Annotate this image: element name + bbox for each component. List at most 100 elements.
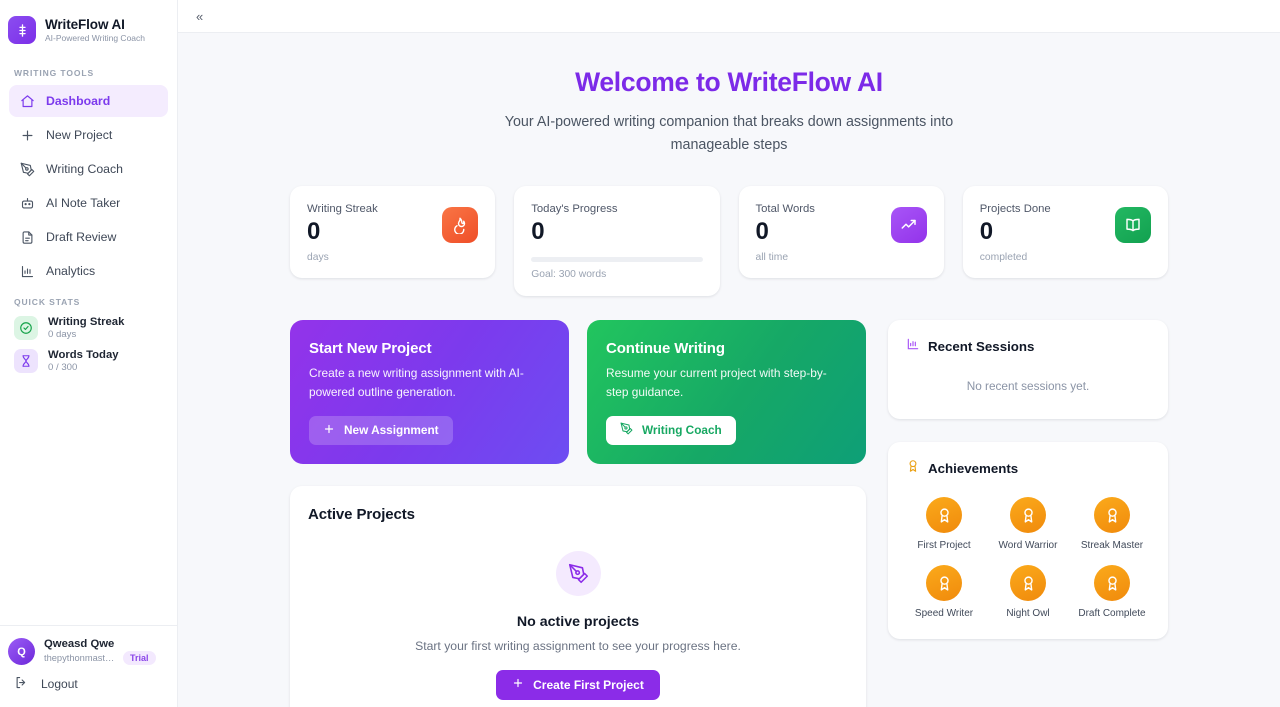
stat-sub: Goal: 300 words	[531, 268, 607, 280]
action-card-description: Resume your current project with step-by…	[606, 366, 827, 400]
double-chevron-left-icon[interactable]: «	[196, 8, 204, 24]
award-icon	[1010, 565, 1046, 602]
quick-stat-value: 0 days	[48, 329, 77, 340]
recent-sessions-panel: Recent Sessions No recent sessions yet.	[888, 320, 1168, 420]
empty-state-description: Start your first writing assignment to s…	[415, 638, 741, 653]
stat-label: Projects Done	[979, 203, 1051, 216]
document-icon	[19, 229, 35, 245]
check-circle-icon	[14, 316, 38, 340]
achievement-label: Speed Writer	[914, 608, 974, 620]
stat-sub: all time	[755, 251, 789, 263]
achievement-item[interactable]: Word Warrior	[986, 497, 1070, 551]
stat-label: Writing Streak	[307, 203, 378, 216]
user-row[interactable]: Q Qweasd Qwe thepythonmaster... Trial	[8, 638, 169, 665]
plus-icon	[512, 677, 524, 692]
action-button-label: Writing Coach	[642, 423, 722, 438]
section-label-writing-tools: WRITING TOOLS	[14, 68, 95, 78]
page-title: Welcome to WriteFlow AI	[575, 67, 883, 97]
home-icon	[19, 93, 35, 109]
welcome-header: Welcome to WriteFlow AI Your AI-powered …	[290, 33, 1168, 157]
active-projects-panel: Active Projects No active projects Start…	[290, 485, 866, 707]
sidebar-item-dashboard[interactable]: Dashboard	[9, 85, 168, 117]
stat-label: Total Words	[755, 203, 815, 216]
action-card-start-new-project[interactable]: Start New Project Create a new writing a…	[290, 320, 569, 464]
stat-value: 0	[979, 218, 994, 246]
trending-up-icon	[890, 207, 927, 244]
achievement-label: Streak Master	[1080, 540, 1144, 552]
stat-value: 0	[755, 218, 769, 246]
stat-sub: days	[307, 251, 329, 263]
writing-coach-button[interactable]: Writing Coach	[606, 415, 736, 445]
sidebar-item-analytics[interactable]: Analytics	[9, 255, 168, 287]
sidebar-item-writing-coach[interactable]: Writing Coach	[9, 153, 168, 185]
brand-title: WriteFlow AI	[45, 17, 125, 32]
create-first-project-button[interactable]: Create First Project	[496, 669, 660, 700]
quick-stat-title: Words Today	[48, 349, 119, 361]
achievement-item[interactable]: First Project	[902, 497, 986, 551]
action-button-label: New Assignment	[344, 423, 439, 438]
right-column: Recent Sessions No recent sessions yet. …	[888, 320, 1168, 640]
pen-nib-logo-icon	[8, 16, 36, 44]
action-card-description: Create a new writing assignment with AI-…	[309, 366, 524, 400]
sidebar-item-label: Dashboard	[46, 94, 111, 108]
user-name: Qweasd Qwe	[44, 638, 115, 650]
quick-stats-list: Writing Streak 0 days Words Today 0 / 30…	[0, 316, 177, 373]
main-grid: Start New Project Create a new writing a…	[290, 320, 1168, 707]
user-block: Q Qweasd Qwe thepythonmaster... Trial Lo…	[0, 625, 177, 707]
action-cards-row: Start New Project Create a new writing a…	[290, 320, 866, 464]
sidebar: WriteFlow AI AI-Powered Writing Coach WR…	[0, 0, 178, 707]
logout-icon	[14, 675, 29, 693]
main-area: « Welcome to WriteFlow AI Your AI-powere…	[178, 0, 1280, 707]
achievement-label: Night Owl	[1006, 608, 1050, 620]
status-badge: Trial	[123, 651, 156, 665]
sidebar-nav: Dashboard New Project Writing Coach AI N…	[0, 85, 177, 287]
logout-button[interactable]: Logout	[8, 665, 169, 699]
plus-icon	[323, 423, 335, 438]
sidebar-item-label: Analytics	[46, 264, 96, 278]
stat-card-total-words: Total Words 0 all time	[738, 186, 944, 279]
active-projects-empty-state: No active projects Start your first writ…	[308, 523, 848, 700]
left-column: Start New Project Create a new writing a…	[290, 320, 866, 707]
section-label-quick-stats: QUICK STATS	[14, 297, 81, 307]
recent-sessions-empty-text: No recent sessions yet.	[966, 379, 1090, 394]
achievements-grid: First Project Word Warrior Streak Master	[888, 478, 1168, 639]
award-icon	[1010, 497, 1046, 534]
pen-tool-icon	[555, 550, 601, 596]
cta-label: Create First Project	[533, 677, 644, 692]
flame-icon	[442, 207, 479, 244]
achievement-label: Draft Complete	[1078, 608, 1146, 620]
brand: WriteFlow AI AI-Powered Writing Coach	[0, 0, 177, 58]
plus-icon	[19, 127, 35, 143]
bar-chart-icon	[19, 263, 35, 279]
user-email: thepythonmaster...	[44, 653, 118, 663]
achievement-item[interactable]: Speed Writer	[902, 565, 986, 619]
achievement-label: First Project	[917, 540, 971, 552]
stat-value: 0	[307, 218, 321, 246]
sidebar-item-new-project[interactable]: New Project	[9, 119, 168, 151]
sidebar-item-draft-review[interactable]: Draft Review	[9, 221, 168, 253]
avatar: Q	[8, 638, 35, 665]
sidebar-item-label: New Project	[46, 128, 113, 142]
sidebar-item-label: AI Note Taker	[46, 196, 121, 210]
action-card-continue-writing[interactable]: Continue Writing Resume your current pro…	[587, 320, 866, 464]
new-assignment-button[interactable]: New Assignment	[309, 415, 453, 445]
action-card-title: Start New Project	[309, 340, 432, 358]
achievement-label: Word Warrior	[998, 540, 1058, 552]
sidebar-item-ai-note-taker[interactable]: AI Note Taker	[9, 187, 168, 219]
bar-chart-icon	[906, 337, 920, 356]
panel-title: Achievements	[928, 461, 1019, 477]
page-subtitle: Your AI-powered writing companion that b…	[504, 114, 954, 154]
stat-card-writing-streak: Writing Streak 0 days	[290, 186, 496, 279]
stats-row: Writing Streak 0 days Today's Progress 0	[290, 186, 1168, 297]
brand-subtitle: AI-Powered Writing Coach	[45, 33, 145, 43]
quick-stat-value: 0 / 300	[48, 362, 78, 373]
achievement-item[interactable]: Night Owl	[986, 565, 1070, 619]
award-icon	[926, 565, 962, 602]
achievement-item[interactable]: Draft Complete	[1070, 565, 1154, 619]
empty-state-title: No active projects	[516, 613, 640, 630]
hourglass-icon	[14, 349, 38, 373]
panel-title: Recent Sessions	[928, 339, 1035, 355]
achievement-item[interactable]: Streak Master	[1070, 497, 1154, 551]
progress-bar	[531, 256, 703, 262]
book-open-icon	[1115, 207, 1151, 244]
